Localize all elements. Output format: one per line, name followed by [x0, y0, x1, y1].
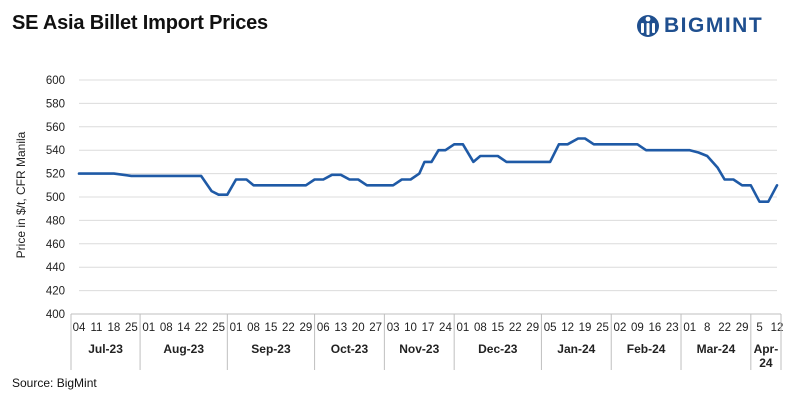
y-tick-label: 420 [46, 286, 65, 298]
price-line [77, 137, 779, 203]
series-layer [77, 137, 779, 203]
x-tick-label: 23 [666, 322, 679, 334]
month-label: Aug-23 [163, 342, 204, 356]
x-tick-label: 22 [282, 322, 295, 334]
x-tick-label: 06 [317, 322, 330, 334]
y-tick-label: 500 [46, 192, 65, 204]
x-tick-label: 10 [404, 322, 417, 334]
x-tick-label: 12 [561, 322, 574, 334]
y-tick-label: 560 [46, 122, 65, 134]
month-label: Dec-23 [478, 342, 518, 356]
month-label: Oct-23 [331, 342, 369, 356]
x-tick-label: 08 [247, 322, 260, 334]
month-label: Feb-24 [627, 342, 666, 356]
month-label: Jan-24 [557, 342, 595, 356]
month-label: Jul-23 [88, 342, 123, 356]
x-tick-label: 29 [736, 322, 749, 334]
x-tick-label: 11 [90, 322, 102, 334]
month-label: Sep-23 [251, 342, 291, 356]
x-tick-label: 08 [474, 322, 487, 334]
x-axis: 04 11 18 25 01 08 14 22 25 01 08 15 22 29 06 13 20 27 03 10… [70, 313, 784, 370]
y-tick-label: 580 [46, 98, 65, 110]
x-tick-label: 27 [369, 322, 382, 334]
source-note: Source: BigMint [12, 376, 97, 390]
x-tick-label: 29 [299, 322, 312, 334]
x-tick-label: 04 [73, 322, 86, 334]
bigmint-logo: BIGMINT [636, 12, 763, 40]
x-tick-label: 01 [230, 322, 243, 334]
y-axis-label: Price in $/t, CFR Manila [14, 131, 28, 258]
y-tick-label: 460 [46, 239, 65, 251]
x-tick-label: 8 [704, 322, 710, 334]
y-tick-label: 480 [46, 215, 65, 227]
y-tick-label: 600 [46, 75, 65, 87]
x-tick-label: 01 [457, 322, 470, 334]
x-tick-label: 09 [631, 322, 644, 334]
x-tick-label: 25 [212, 322, 225, 334]
x-tick-label: 14 [177, 322, 190, 334]
chart-title: SE Asia Billet Import Prices [12, 12, 268, 34]
x-tick-label: 01 [142, 322, 155, 334]
x-tick-label: 22 [718, 322, 731, 334]
y-tick-label: 440 [46, 262, 65, 274]
x-tick-label: 25 [125, 322, 138, 334]
y-tick-label: 400 [46, 309, 65, 321]
y-tick-label: 540 [46, 145, 65, 157]
x-tick-label: 08 [160, 322, 173, 334]
x-tick-label: 18 [108, 322, 121, 334]
gridlines [79, 79, 777, 292]
y-tick-label: 520 [46, 169, 65, 181]
month-label: Apr- [754, 342, 779, 356]
bigmint-logo-icon [637, 15, 659, 37]
x-tick-label: 19 [579, 322, 592, 334]
x-tick-label: 13 [334, 322, 347, 334]
x-tick-label: 03 [387, 322, 400, 334]
x-tick-label: 01 [683, 322, 696, 334]
month-label: Nov-23 [399, 342, 439, 356]
x-tick-label: 5 [756, 322, 762, 334]
x-tick-label: 22 [195, 322, 208, 334]
x-tick-label: 15 [491, 322, 504, 334]
x-tick-label: 16 [648, 322, 661, 334]
x-tick-label: 17 [422, 322, 435, 334]
month-label: 24 [759, 356, 773, 370]
y-axis-ticks: 400 420 440 460 480 500 520 540 560 580 600 [46, 75, 65, 321]
x-tick-label: 02 [614, 322, 627, 334]
x-tick-label: 12 [771, 322, 784, 334]
x-tick-label: 25 [596, 322, 609, 334]
month-label: Mar-24 [697, 342, 736, 356]
x-tick-label: 15 [265, 322, 278, 334]
x-tick-label: 24 [439, 322, 452, 334]
x-tick-label: 05 [544, 322, 557, 334]
brand-name: BIGMINT [664, 14, 764, 37]
x-tick-label: 20 [352, 322, 365, 334]
x-tick-label: 29 [526, 322, 539, 334]
x-tick-label: 22 [509, 322, 522, 334]
